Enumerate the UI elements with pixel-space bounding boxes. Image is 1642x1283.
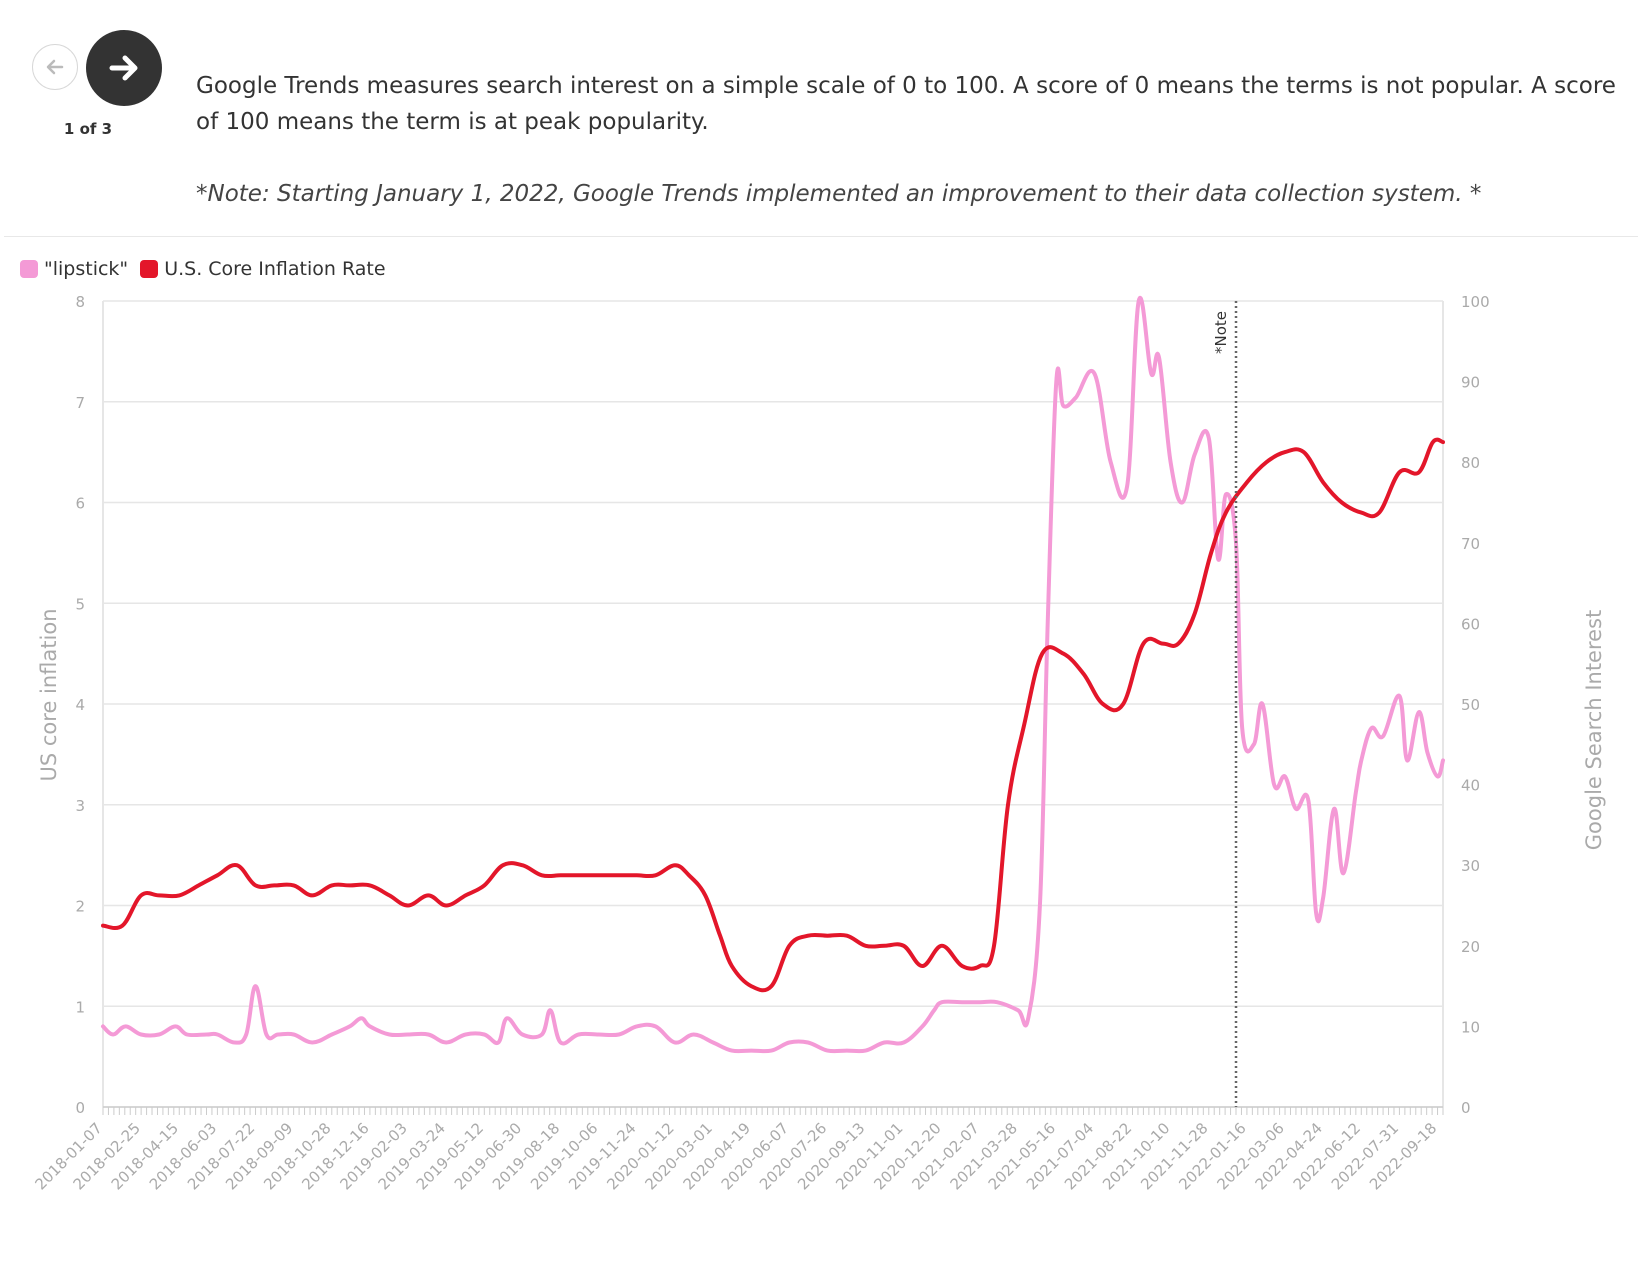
y-tick-label-right: 90 bbox=[1461, 374, 1480, 392]
arrow-left-icon bbox=[46, 59, 64, 75]
legend-swatch-lipstick bbox=[20, 260, 38, 278]
y-axis-label-left: US core inflation bbox=[37, 608, 61, 781]
y-tick-label-right: 50 bbox=[1461, 696, 1480, 714]
legend-swatch-inflation bbox=[140, 260, 159, 278]
slide-counter: 1 of 3 bbox=[63, 120, 113, 138]
y-tick-label-left: 6 bbox=[75, 495, 85, 513]
back-button[interactable] bbox=[32, 44, 78, 90]
legend-label-inflation: U.S. Core Inflation Rate bbox=[164, 258, 386, 280]
chart-legend: "lipstick" U.S. Core Inflation Rate bbox=[20, 256, 398, 282]
legend-label-lipstick: "lipstick" bbox=[44, 258, 129, 280]
y-tick-label-left: 5 bbox=[75, 595, 85, 613]
line-chart: 01234567801020304050607080901002018-01-0… bbox=[31, 293, 1606, 1193]
legend-item-inflation[interactable]: U.S. Core Inflation Rate bbox=[140, 258, 386, 280]
y-tick-label-right: 100 bbox=[1461, 293, 1490, 311]
y-tick-label-left: 3 bbox=[75, 797, 85, 815]
note-annotation-label: *Note bbox=[1212, 311, 1230, 354]
arrow-right-icon bbox=[109, 55, 138, 81]
axis-layer: 01234567801020304050607080901002018-01-0… bbox=[31, 293, 1489, 1193]
series-layer: *Note bbox=[101, 295, 1445, 1107]
y-tick-label-left: 4 bbox=[75, 696, 85, 714]
y-tick-label-right: 80 bbox=[1461, 454, 1480, 472]
y-tick-label-right: 10 bbox=[1461, 1018, 1480, 1036]
grid-layer bbox=[103, 300, 1443, 1108]
legend-item-lipstick[interactable]: "lipstick" bbox=[20, 258, 128, 280]
y-tick-label-right: 20 bbox=[1461, 938, 1480, 956]
y-tick-label-left: 2 bbox=[75, 898, 85, 916]
y-tick-label-right: 40 bbox=[1461, 777, 1480, 795]
series-line-lipstick[interactable] bbox=[101, 295, 1445, 1054]
chart-note: *Note: Starting January 1, 2022, Google … bbox=[196, 181, 1482, 207]
y-tick-label-right: 70 bbox=[1461, 535, 1480, 553]
y-tick-label-right: 60 bbox=[1461, 615, 1480, 633]
y-tick-label-left: 7 bbox=[75, 394, 85, 412]
y-tick-label-right: 30 bbox=[1461, 857, 1480, 875]
y-axis-label-right: Google Search Interest bbox=[1582, 610, 1606, 850]
series-line-inflation[interactable] bbox=[101, 437, 1445, 993]
y-tick-label-left: 0 bbox=[75, 1099, 85, 1117]
slide-navigation: 1 of 3 bbox=[0, 0, 180, 160]
divider bbox=[4, 236, 1638, 237]
chart-description: Google Trends measures search interest o… bbox=[196, 73, 1616, 135]
next-button[interactable] bbox=[86, 30, 162, 106]
y-tick-label-left: 8 bbox=[75, 293, 85, 311]
y-tick-label-right: 0 bbox=[1461, 1099, 1471, 1117]
y-tick-label-left: 1 bbox=[75, 998, 85, 1016]
